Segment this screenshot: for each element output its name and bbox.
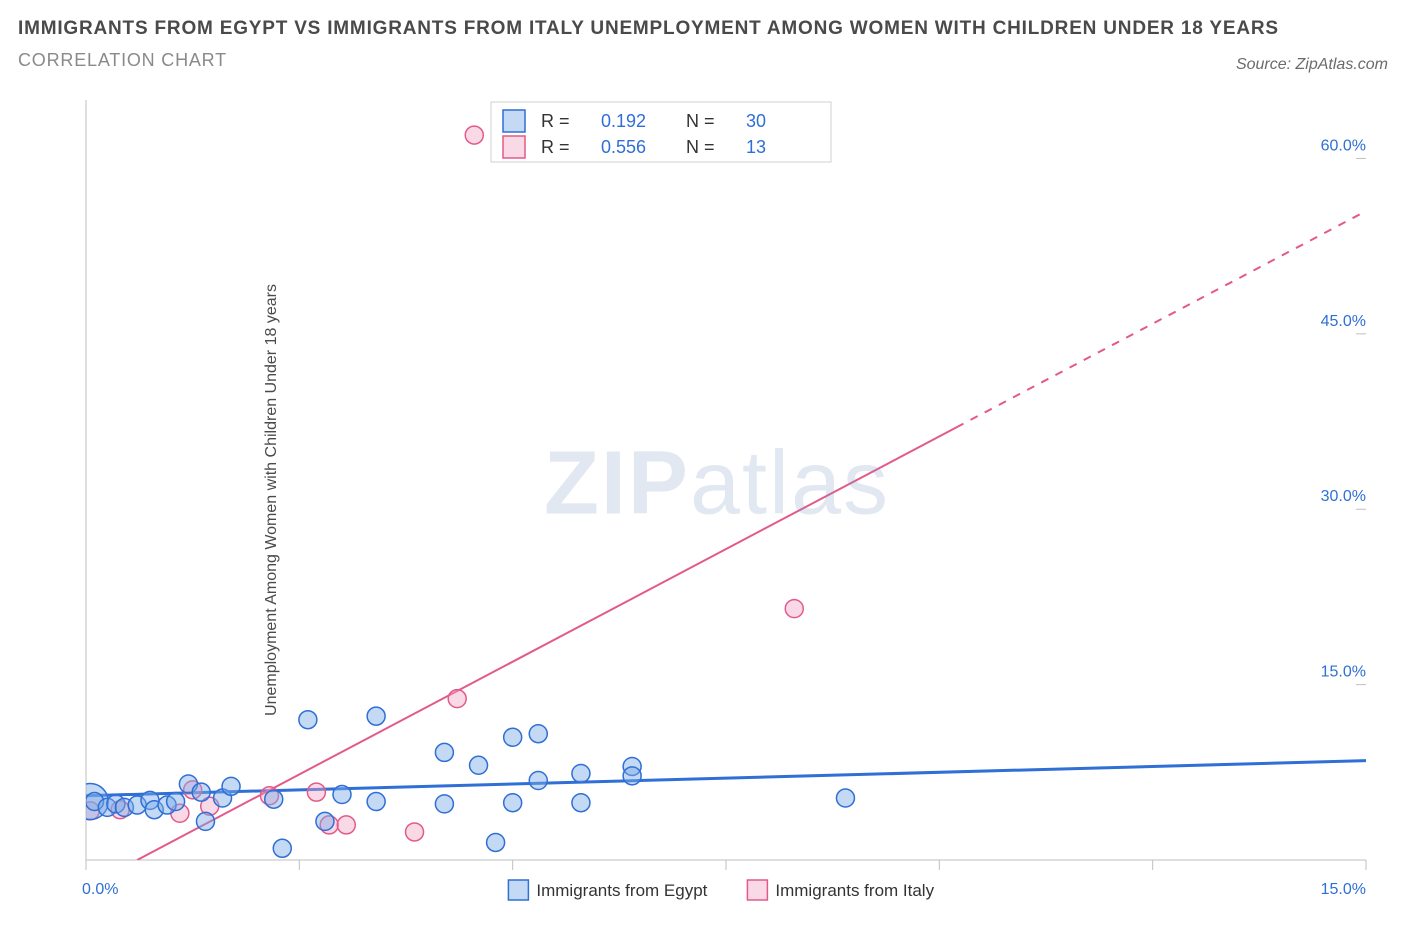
- chart-title: IMMIGRANTS FROM EGYPT VS IMMIGRANTS FROM…: [18, 18, 1388, 40]
- svg-text:60.0%: 60.0%: [1321, 137, 1366, 154]
- svg-text:45.0%: 45.0%: [1321, 313, 1366, 330]
- svg-text:13: 13: [746, 137, 766, 157]
- y-axis-label: Unemployment Among Women with Children U…: [263, 284, 281, 716]
- svg-text:30: 30: [746, 111, 766, 131]
- svg-text:R =: R =: [541, 111, 570, 131]
- svg-text:15.0%: 15.0%: [1321, 881, 1366, 898]
- svg-text:N =: N =: [686, 111, 715, 131]
- chart-area: Unemployment Among Women with Children U…: [46, 90, 1388, 910]
- svg-text:30.0%: 30.0%: [1321, 488, 1366, 505]
- svg-text:R =: R =: [541, 137, 570, 157]
- svg-text:0.0%: 0.0%: [82, 881, 118, 898]
- svg-text:N =: N =: [686, 137, 715, 157]
- chart-subtitle: CORRELATION CHART: [18, 50, 1388, 71]
- source-attribution: Source: ZipAtlas.com: [1236, 56, 1388, 74]
- svg-text:0.192: 0.192: [601, 111, 646, 131]
- svg-text:Immigrants from Egypt: Immigrants from Egypt: [536, 881, 707, 900]
- scatter-plot-svg: 0.0% 15.0% 15.0% 30.0% 45.0% 60.0% R = 0.192 N =…: [46, 90, 1388, 910]
- svg-text:15.0%: 15.0%: [1321, 664, 1366, 681]
- svg-text:Immigrants from Italy: Immigrants from Italy: [775, 881, 934, 900]
- svg-text:0.556: 0.556: [601, 137, 646, 157]
